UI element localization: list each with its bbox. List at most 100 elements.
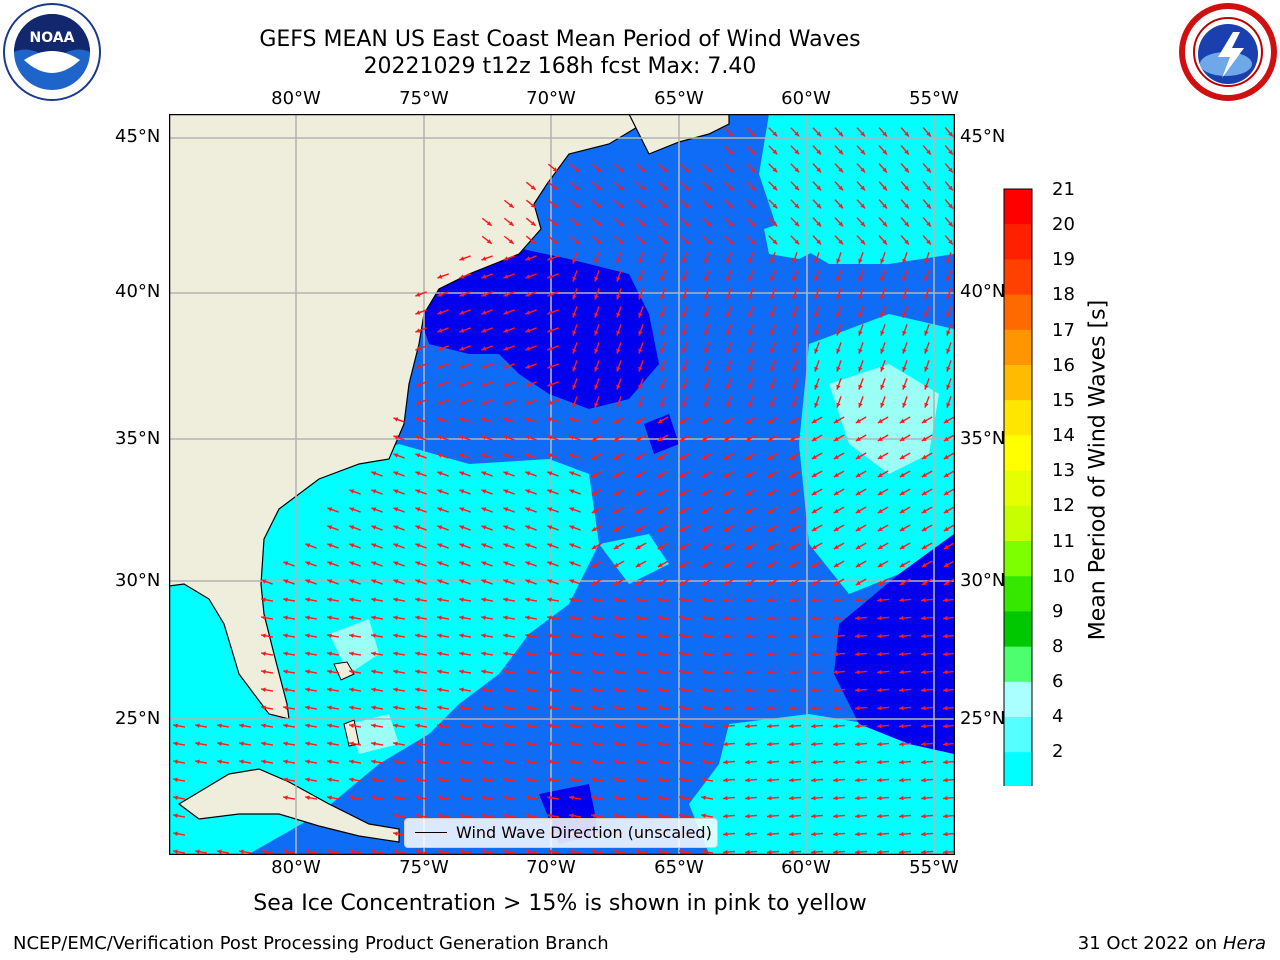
gridlines	[169, 114, 954, 854]
wind-arrow	[943, 470, 954, 478]
wind-arrow	[305, 579, 317, 585]
wind-arrow	[704, 324, 710, 336]
wind-arrow	[480, 633, 494, 638]
wind-arrow	[436, 741, 450, 746]
lat-tick-right-40n: 40°N	[960, 281, 1006, 302]
wind-arrow	[790, 235, 800, 245]
wind-arrow	[922, 126, 932, 138]
wind-arrow	[746, 127, 756, 137]
wind-arrow	[569, 235, 581, 245]
wind-arrow	[657, 524, 669, 532]
wind-arrow	[679, 524, 691, 532]
wind-arrow	[878, 127, 888, 137]
wind-arrow	[701, 542, 713, 550]
wind-arrow	[832, 741, 846, 747]
wind-arrow	[946, 360, 952, 372]
wind-arrow	[327, 525, 339, 531]
wind-arrow	[722, 633, 736, 639]
wind-arrow	[260, 687, 274, 692]
wind-arrow	[656, 669, 670, 674]
wind-arrow	[767, 578, 779, 586]
wind-arrow	[590, 777, 604, 782]
wind-arrow	[592, 199, 602, 209]
wind-arrow	[946, 396, 952, 408]
wind-arrow	[900, 217, 910, 227]
wind-arrow	[700, 597, 714, 602]
colorbar-segment	[1004, 259, 1032, 296]
wind-arrow	[700, 687, 714, 692]
wind-arrow	[880, 378, 886, 390]
wind-arrow	[814, 270, 820, 282]
wind-arrow	[502, 723, 516, 728]
wind-arrow	[634, 597, 648, 602]
wind-arrow	[789, 506, 801, 514]
wind-arrow	[726, 378, 732, 390]
wind-arrow	[459, 561, 471, 567]
wind-arrow	[836, 378, 842, 390]
wind-arrow	[525, 561, 537, 567]
wind-arrow	[415, 363, 427, 369]
wind-arrow	[767, 416, 779, 424]
wind-arrow	[877, 506, 889, 514]
wind-arrow	[392, 813, 406, 818]
wind-arrow	[546, 633, 560, 638]
wind-arrow	[592, 181, 602, 191]
wind-arrow	[613, 578, 625, 586]
wind-arrow	[902, 360, 908, 372]
wind-arrow	[569, 435, 581, 441]
wind-arrow	[792, 288, 798, 300]
wind-arrow	[458, 687, 472, 692]
wind-arrow	[789, 560, 801, 568]
wind-arrow	[436, 651, 450, 656]
wind-arrow	[660, 252, 666, 264]
wind-arrow	[415, 309, 427, 315]
wind-arrow	[880, 306, 886, 318]
wind-arrow	[525, 489, 537, 495]
wind-arrow	[616, 360, 622, 372]
wind-arrow	[612, 633, 626, 638]
wind-arrow	[810, 633, 824, 639]
wind-arrow	[856, 235, 866, 245]
wind-arrow	[282, 723, 296, 728]
wind-arrow	[767, 560, 779, 568]
wind-arrow	[723, 434, 735, 442]
legend-line-sample	[415, 832, 447, 833]
wind-arrow	[704, 288, 710, 300]
wind-arrow	[503, 453, 515, 459]
wind-arrow	[525, 217, 537, 227]
wind-arrow	[612, 687, 626, 692]
wind-arrow	[858, 378, 864, 390]
wind-arrow	[922, 216, 932, 228]
wind-arrow	[792, 306, 798, 318]
wind-arrow	[414, 849, 428, 854]
wind-arrow	[304, 759, 318, 764]
wind-arrow	[836, 342, 842, 354]
wind-arrow	[503, 217, 515, 227]
lon-tick-top-55w: 55°W	[909, 88, 959, 109]
wind-arrow	[836, 396, 842, 408]
wind-arrow	[878, 235, 888, 245]
wind-arrow	[458, 741, 472, 746]
colorbar-segment	[1004, 752, 1032, 786]
wind-arrow	[370, 633, 384, 638]
wind-arrow	[854, 759, 868, 765]
wind-arrow	[836, 306, 842, 318]
wind-arrow	[942, 705, 954, 711]
wind-arrow	[660, 270, 666, 282]
wind-arrow	[568, 597, 582, 602]
wind-arrow	[524, 795, 538, 800]
wind-arrow	[920, 633, 934, 639]
wind-arrow	[810, 687, 824, 693]
wind-arrow	[788, 687, 802, 693]
wind-arrow	[348, 687, 362, 692]
wind-arrow	[503, 273, 515, 279]
wind-arrow	[392, 615, 406, 620]
wind-arrow	[722, 741, 736, 747]
wind-arrow	[172, 795, 186, 800]
wind-arrow	[745, 434, 757, 442]
wind-arrow	[260, 849, 274, 854]
wind-arrow	[722, 759, 736, 765]
wind-arrow	[854, 615, 868, 621]
wind-arrow	[525, 199, 537, 209]
wind-arrow	[812, 163, 822, 173]
